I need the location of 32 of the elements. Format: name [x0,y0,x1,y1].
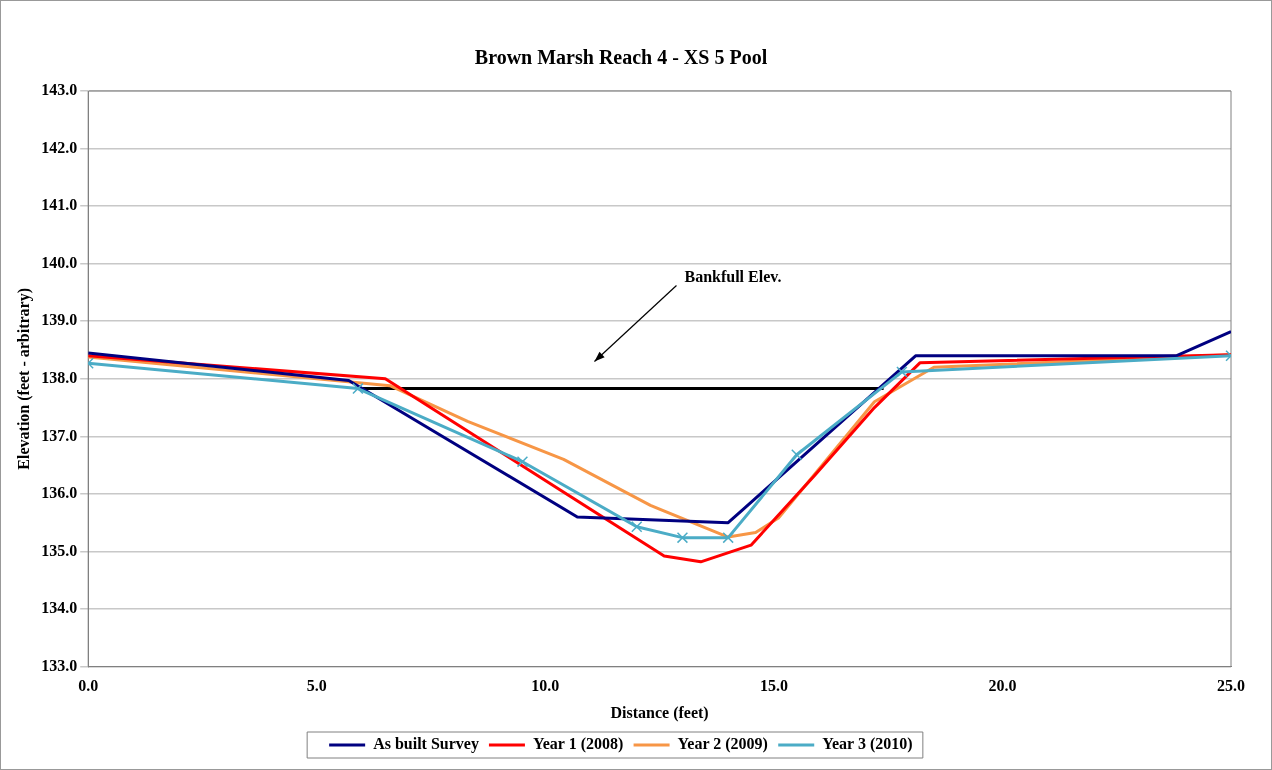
legend-label: As built Survey [373,735,479,754]
x-tick-label: 20.0 [988,677,1017,695]
point [676,531,689,544]
y-tick-label: 140.0 [41,253,78,271]
point [791,449,803,461]
y-tick-label: 139.0 [41,311,78,329]
y-tick-label: 135.0 [41,541,78,559]
y-axis-title: Elevation (feet - arbitrary) [14,287,33,470]
y-tick-label: 138.0 [41,368,78,386]
y-tick-label: 136.0 [41,484,78,502]
annotation: Bankfull Elev. [684,267,782,285]
point [722,531,734,544]
x-axis-title: Distance (feet) [610,703,709,722]
x-tick-label: 0.0 [78,677,99,695]
chart-title: Brown Marsh Reach 4 - XS 5 Pool [474,46,768,69]
y-tick-label: 143.0 [41,81,78,99]
x-tick-label: 15.0 [759,677,788,695]
y-tick-label: 133.0 [41,656,78,674]
x-tick-label: 10.0 [531,677,560,695]
legend-label: Year 1 (2008) [532,735,624,754]
point [352,382,364,395]
y-tick-label: 137.0 [41,426,78,444]
point [896,366,908,378]
y-tick-label: 141.0 [41,196,78,214]
y-tick-label: 134.0 [41,599,78,617]
legend-label: Year 2 (2009) [677,735,768,754]
point [631,521,643,533]
x-tick-label: 5.0 [306,677,327,695]
point [516,455,529,468]
x-tick-label: 25.0 [1217,677,1245,695]
legend-label: Year 3 (2010) [822,735,913,754]
y-tick-label: 142.0 [41,138,78,156]
